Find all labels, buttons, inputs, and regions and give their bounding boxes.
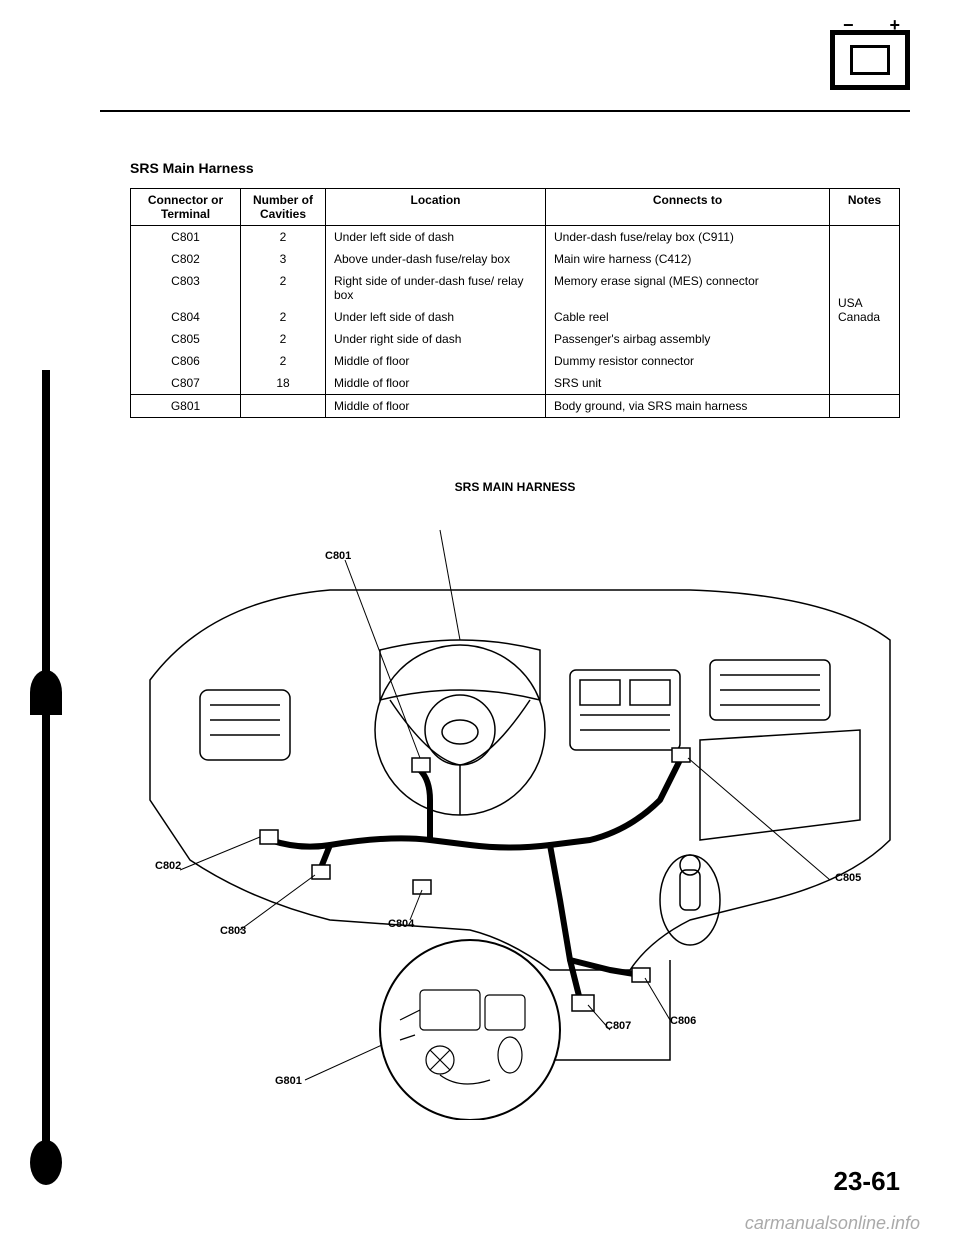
cell-conn: C804: [131, 306, 241, 328]
table-footer-row: G801 Middle of floor Body ground, via SR…: [131, 395, 900, 418]
battery-icon: − +: [830, 30, 910, 90]
cell-g801-to: Body ground, via SRS main harness: [546, 395, 830, 418]
cell-to: Passenger's airbag assembly: [546, 328, 830, 350]
cell-loc: Right side of under-dash fuse/ relay box: [326, 270, 546, 306]
cell-g801: G801: [131, 395, 241, 418]
cell-loc: Middle of floor: [326, 372, 546, 395]
minus-icon: −: [843, 15, 854, 36]
th-connector: Connector or Terminal: [131, 189, 241, 226]
section-title: SRS Main Harness: [130, 160, 900, 176]
table-row: C80718Middle of floorSRS unit: [131, 372, 900, 395]
callout-c805: C805: [835, 872, 861, 884]
cell-conn: C803: [131, 270, 241, 306]
diagram-area: SRS MAIN HARNESS: [130, 460, 900, 1122]
callout-c801: C801: [325, 550, 351, 562]
cell-to: Main wire harness (C412): [546, 248, 830, 270]
cell-g801-loc: Middle of floor: [326, 395, 546, 418]
cell-to: Memory erase signal (MES) connector: [546, 270, 830, 306]
content-area: SRS Main Harness Connector or Terminal N…: [130, 160, 900, 418]
cell-cav: 2: [241, 350, 326, 372]
th-cavities: Number of Cavities: [241, 189, 326, 226]
cell-loc: Under right side of dash: [326, 328, 546, 350]
cell-to: Dummy resistor connector: [546, 350, 830, 372]
callout-g801: G801: [275, 1075, 302, 1087]
th-notes: Notes: [830, 189, 900, 226]
table-header-row: Connector or Terminal Number of Cavities…: [131, 189, 900, 226]
page-number: 23-61: [834, 1166, 901, 1197]
page: − + SRS Main Harness Connector or Termin…: [0, 0, 960, 1242]
dashboard-diagram: [130, 500, 900, 1120]
cell-conn: C802: [131, 248, 241, 270]
cell-conn: C806: [131, 350, 241, 372]
watermark: carmanualsonline.info: [745, 1213, 920, 1234]
diagram-title: SRS MAIN HARNESS: [455, 480, 576, 494]
th-connects: Connects to: [546, 189, 830, 226]
battery-inner: [850, 45, 890, 75]
harness-table: Connector or Terminal Number of Cavities…: [130, 188, 900, 418]
callout-c804: C804: [388, 918, 414, 930]
plus-icon: +: [889, 15, 900, 36]
table-row: C8062Middle of floorDummy resistor conne…: [131, 350, 900, 372]
callout-c806: C806: [670, 1015, 696, 1027]
table-row: C8052Under right side of dashPassenger's…: [131, 328, 900, 350]
cell-to: SRS unit: [546, 372, 830, 395]
cell-loc: Middle of floor: [326, 350, 546, 372]
cell-conn: C801: [131, 226, 241, 249]
cell-cav: 18: [241, 372, 326, 395]
cell-conn: C805: [131, 328, 241, 350]
cell-loc: Under left side of dash: [326, 306, 546, 328]
cell-loc: Above under-dash fuse/relay box: [326, 248, 546, 270]
callout-c803: C803: [220, 925, 246, 937]
binding-bulge-bottom: [30, 1140, 62, 1185]
cell-g801-cav: [241, 395, 326, 418]
cell-cav: 2: [241, 328, 326, 350]
table-row: C8012Under left side of dashUnder-dash f…: [131, 226, 900, 249]
cell-to: Cable reel: [546, 306, 830, 328]
cell-notes: USACanada: [830, 226, 900, 395]
cell-conn: C807: [131, 372, 241, 395]
th-location: Location: [326, 189, 546, 226]
callout-c807: C807: [605, 1020, 631, 1032]
table-row: C8032Right side of under-dash fuse/ rela…: [131, 270, 900, 306]
cell-loc: Under left side of dash: [326, 226, 546, 249]
cell-cav: 2: [241, 270, 326, 306]
cell-g801-notes: [830, 395, 900, 418]
cell-to: Under-dash fuse/relay box (C911): [546, 226, 830, 249]
cell-cav: 3: [241, 248, 326, 270]
table-row: C8042Under left side of dashCable reel: [131, 306, 900, 328]
cell-cav: 2: [241, 226, 326, 249]
binding-spine: [42, 370, 50, 1170]
top-rule: [100, 110, 910, 112]
cell-cav: 2: [241, 306, 326, 328]
binding-bulge-mid: [30, 670, 62, 715]
callout-c802: C802: [155, 860, 181, 872]
table-row: C8023Above under-dash fuse/relay boxMain…: [131, 248, 900, 270]
